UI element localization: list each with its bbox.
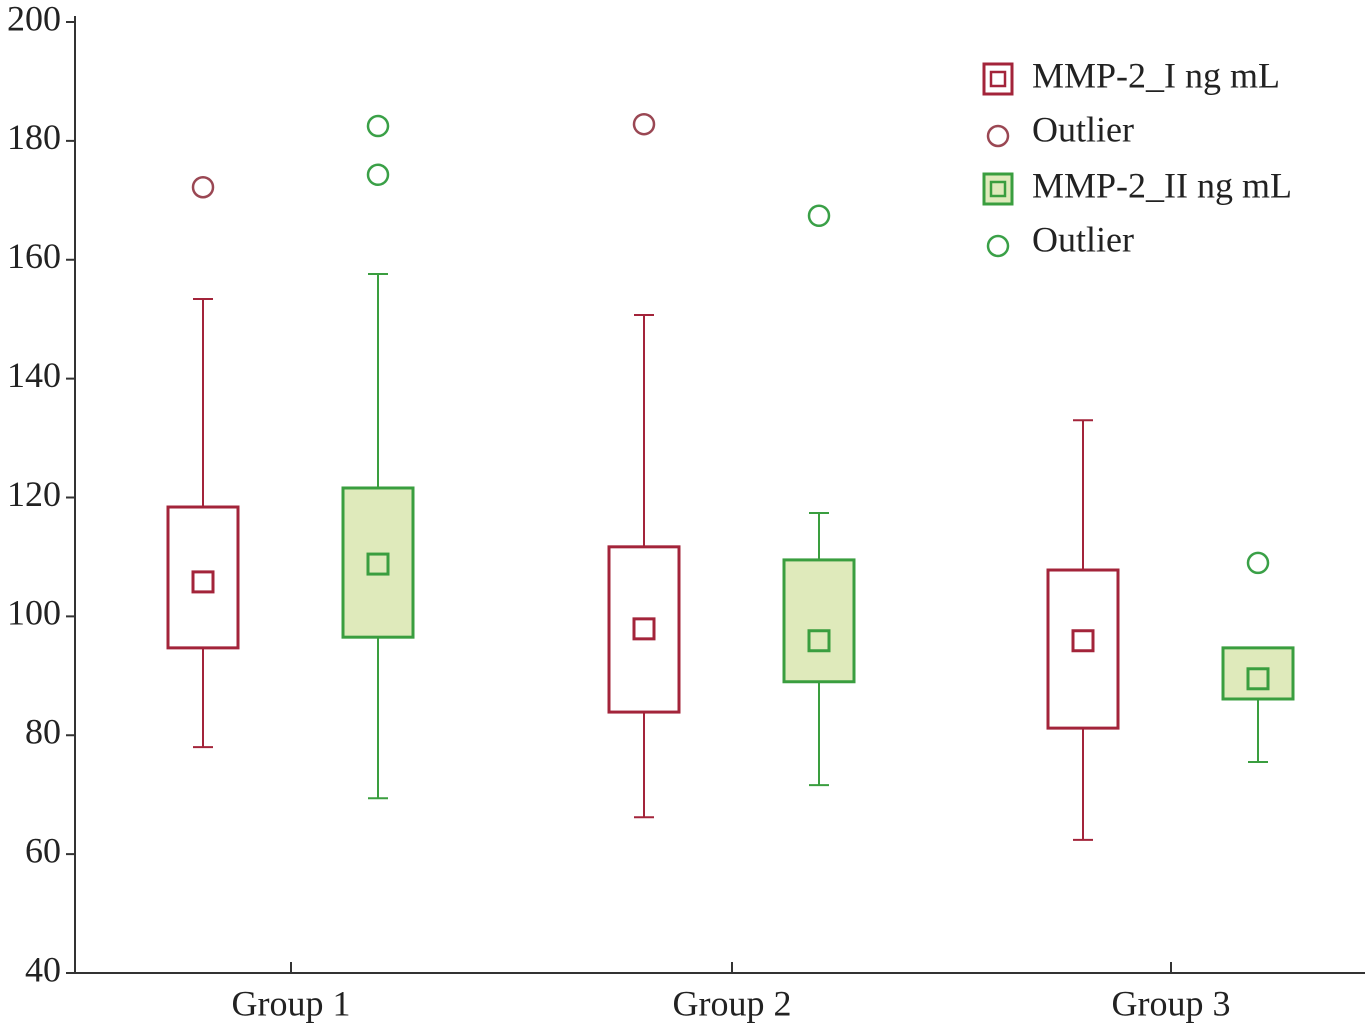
y-tick-label: 80 [25, 712, 61, 752]
box [782, 558, 856, 684]
y-tick-label: 120 [7, 474, 61, 514]
legend-median-swatch [989, 180, 1007, 198]
legend-outlier-swatch [986, 234, 1010, 258]
legend-label: Outlier [1032, 219, 1134, 259]
y-tick-label: 100 [7, 593, 61, 633]
legend-label: MMP-2_II ng mL [1032, 165, 1292, 205]
box [1221, 646, 1295, 701]
x-tick-label: Group 1 [232, 983, 351, 1023]
median-marker [366, 552, 390, 576]
legend-label: Outlier [1032, 109, 1134, 149]
median-marker [807, 629, 831, 653]
legend-label: MMP-2_I ng mL [1032, 55, 1280, 95]
outlier [807, 204, 831, 228]
y-tick-label: 140 [7, 355, 61, 395]
outlier [366, 114, 390, 138]
legend-median-swatch [989, 70, 1007, 88]
y-tick-label: 40 [25, 949, 61, 989]
outlier [1246, 551, 1270, 575]
outlier [191, 175, 215, 199]
y-tick-label: 180 [7, 117, 61, 157]
legend-outlier-swatch [986, 124, 1010, 148]
y-tick-label: 160 [7, 236, 61, 276]
y-tick-label: 60 [25, 830, 61, 870]
y-tick-label: 200 [7, 0, 61, 38]
median-marker [1246, 667, 1270, 691]
median-marker [1071, 629, 1095, 653]
outlier [632, 112, 656, 136]
median-marker [632, 617, 656, 641]
outlier [366, 163, 390, 187]
median-marker [191, 570, 215, 594]
x-tick-label: Group 3 [1112, 983, 1231, 1023]
x-tick-label: Group 2 [673, 983, 792, 1023]
